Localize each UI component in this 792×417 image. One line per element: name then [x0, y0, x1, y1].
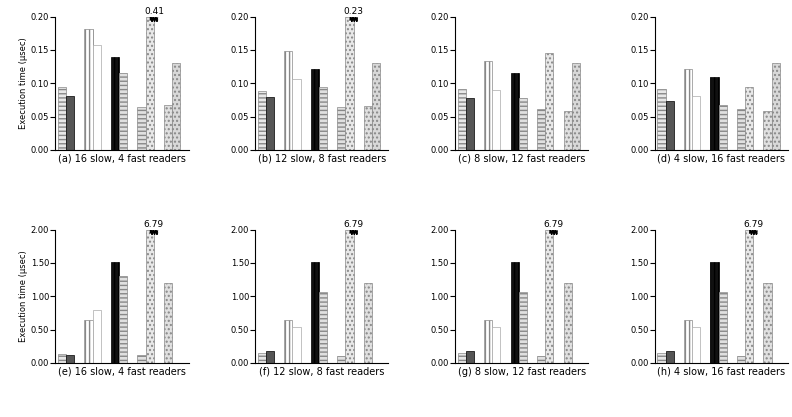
X-axis label: (b) 12 slow, 8 fast readers: (b) 12 slow, 8 fast readers — [257, 154, 386, 164]
Bar — [710, 77, 718, 150]
Bar — [319, 87, 327, 150]
Bar — [572, 63, 580, 150]
Bar — [85, 29, 93, 150]
Text: 0.41: 0.41 — [144, 7, 164, 16]
Bar — [266, 352, 274, 363]
X-axis label: (g) 8 slow, 12 fast readers: (g) 8 slow, 12 fast readers — [458, 367, 586, 377]
Bar — [683, 319, 692, 363]
Bar — [85, 319, 93, 363]
Bar — [146, 230, 154, 363]
Bar — [319, 292, 327, 363]
Bar — [484, 319, 493, 363]
X-axis label: (f) 12 slow, 8 fast readers: (f) 12 slow, 8 fast readers — [259, 367, 385, 377]
Bar — [58, 354, 67, 363]
Bar — [364, 106, 372, 150]
X-axis label: (e) 16 slow, 4 fast readers: (e) 16 slow, 4 fast readers — [58, 367, 186, 377]
Bar — [257, 354, 266, 363]
Bar — [745, 87, 753, 150]
Bar — [763, 111, 771, 150]
Bar — [138, 106, 146, 150]
Bar — [372, 63, 380, 150]
Bar — [545, 230, 554, 363]
Bar — [545, 53, 554, 150]
Bar — [257, 90, 266, 150]
Text: 6.79: 6.79 — [344, 220, 364, 229]
Bar — [665, 100, 674, 150]
Y-axis label: Execution time (µsec): Execution time (µsec) — [19, 38, 28, 129]
Bar — [119, 73, 128, 150]
Bar — [665, 352, 674, 363]
Bar — [345, 17, 354, 150]
Bar — [692, 96, 700, 150]
Bar — [657, 354, 665, 363]
Bar — [111, 57, 119, 150]
Bar — [657, 89, 665, 150]
Bar — [493, 90, 501, 150]
Bar — [737, 109, 745, 150]
Bar — [458, 88, 466, 150]
Bar — [564, 111, 572, 150]
Bar — [745, 230, 753, 363]
Bar — [310, 69, 319, 150]
Bar — [292, 327, 301, 363]
Bar — [164, 283, 172, 363]
Bar — [692, 327, 700, 363]
Bar — [537, 108, 545, 150]
Text: 6.79: 6.79 — [543, 220, 564, 229]
X-axis label: (d) 4 slow, 16 fast readers: (d) 4 slow, 16 fast readers — [657, 154, 786, 164]
Bar — [466, 352, 474, 363]
Bar — [511, 73, 519, 150]
Bar — [537, 356, 545, 363]
Bar — [146, 17, 154, 150]
Bar — [266, 97, 274, 150]
Bar — [771, 63, 780, 150]
Y-axis label: Execution time (µsec): Execution time (µsec) — [19, 250, 28, 342]
Text: 0.23: 0.23 — [344, 7, 364, 16]
X-axis label: (c) 8 slow, 12 fast readers: (c) 8 slow, 12 fast readers — [458, 154, 585, 164]
Text: 6.79: 6.79 — [144, 220, 164, 229]
Bar — [119, 276, 128, 363]
Bar — [564, 283, 572, 363]
Bar — [737, 356, 745, 363]
Bar — [458, 354, 466, 363]
Bar — [710, 261, 718, 363]
Bar — [683, 69, 692, 150]
Bar — [93, 45, 101, 150]
Bar — [284, 51, 292, 150]
Text: 6.79: 6.79 — [743, 220, 763, 229]
Bar — [111, 261, 119, 363]
Bar — [58, 87, 67, 150]
Bar — [519, 292, 527, 363]
Bar — [284, 319, 292, 363]
Bar — [466, 98, 474, 150]
Bar — [493, 327, 501, 363]
Bar — [364, 283, 372, 363]
Bar — [718, 292, 727, 363]
Bar — [310, 261, 319, 363]
Bar — [484, 60, 493, 150]
Bar — [345, 230, 354, 363]
X-axis label: (a) 16 slow, 4 fast readers: (a) 16 slow, 4 fast readers — [58, 154, 186, 164]
Bar — [164, 105, 172, 150]
Bar — [337, 107, 345, 150]
Bar — [511, 261, 519, 363]
Bar — [67, 355, 74, 363]
Bar — [519, 98, 527, 150]
Bar — [337, 356, 345, 363]
Bar — [67, 96, 74, 150]
Bar — [138, 355, 146, 363]
Bar — [172, 63, 181, 150]
Bar — [292, 78, 301, 150]
X-axis label: (h) 4 slow, 16 fast readers: (h) 4 slow, 16 fast readers — [657, 367, 786, 377]
Bar — [763, 283, 771, 363]
Bar — [93, 309, 101, 363]
Bar — [718, 105, 727, 150]
